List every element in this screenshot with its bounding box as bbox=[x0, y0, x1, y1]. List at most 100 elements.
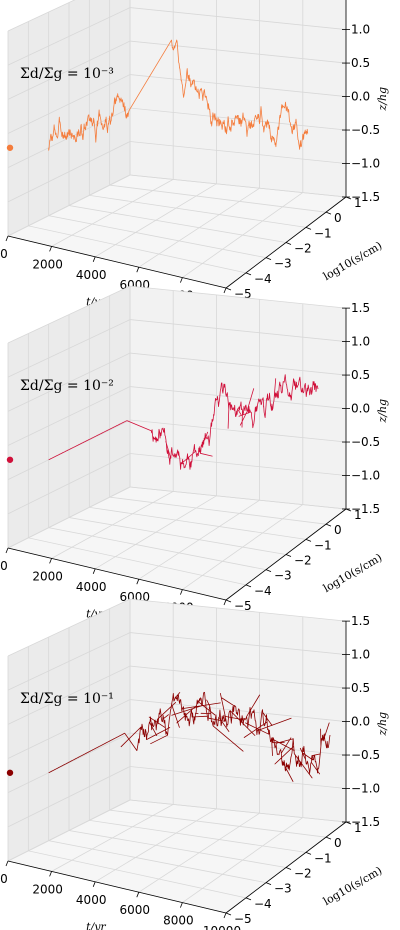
grid-line bbox=[7, 632, 347, 691]
z-tick-label: 0.0 bbox=[351, 715, 370, 729]
z-tick-label: 1.0 bbox=[351, 23, 370, 37]
s-tick bbox=[305, 226, 312, 230]
z-tick-label: −1.0 bbox=[351, 782, 380, 796]
t-tick bbox=[180, 902, 183, 908]
t-tick bbox=[5, 235, 9, 242]
trajectory-line bbox=[48, 39, 309, 151]
t-axis-line bbox=[7, 860, 227, 914]
z-axis-label: z/hg bbox=[376, 87, 389, 112]
z-tick-label: 0.0 bbox=[351, 402, 370, 416]
s-tick-label: 1 bbox=[354, 196, 362, 210]
s-tick bbox=[245, 584, 252, 588]
s-tick bbox=[285, 242, 292, 245]
t-tick-label: 2000 bbox=[32, 569, 63, 583]
floor bbox=[8, 487, 346, 600]
s-tick-label: −5 bbox=[234, 912, 252, 926]
t-tick-label: 0 bbox=[0, 247, 8, 261]
z-tick-label: 1.0 bbox=[351, 648, 370, 662]
s-tick-label: 0 bbox=[334, 836, 342, 850]
t-tick bbox=[136, 579, 140, 585]
z-tick-label: 1.5 bbox=[351, 0, 370, 3]
s-tick-label: −4 bbox=[254, 584, 272, 598]
t-tick-label: 2000 bbox=[32, 882, 63, 896]
s-tick bbox=[245, 272, 252, 276]
z-tick-label: 0.5 bbox=[351, 681, 370, 695]
z-tick-label: 1.0 bbox=[351, 335, 370, 349]
z-tick-label: −1.0 bbox=[351, 157, 380, 171]
t-tick bbox=[223, 599, 227, 606]
s-tick bbox=[305, 851, 312, 855]
t-tick bbox=[92, 568, 96, 574]
t-tick bbox=[49, 246, 52, 252]
t-tick bbox=[5, 547, 9, 554]
back-wall bbox=[130, 0, 346, 197]
s-tick-label: −4 bbox=[254, 897, 272, 911]
t-tick bbox=[92, 881, 96, 887]
z-axis-label: z/hg bbox=[376, 712, 389, 737]
z-tick-label: −1.5 bbox=[351, 502, 380, 516]
grid-line bbox=[7, 699, 347, 759]
grid-line bbox=[7, 40, 347, 100]
t-axis-line bbox=[7, 547, 227, 601]
t-tick bbox=[136, 267, 140, 273]
s-tick bbox=[225, 599, 232, 603]
s-tick-label: 1 bbox=[354, 821, 362, 835]
trajectory-line bbox=[48, 374, 319, 470]
grid-line bbox=[7, 141, 347, 203]
grid-line bbox=[7, 732, 347, 794]
s-tick-label: −3 bbox=[274, 882, 292, 896]
s-tick bbox=[305, 538, 312, 542]
s-tick-label: −2 bbox=[294, 867, 312, 881]
s-tick bbox=[225, 912, 232, 916]
grid-line bbox=[7, 419, 347, 481]
s-tick-label: 1 bbox=[354, 508, 362, 522]
z-tick-label: 0.5 bbox=[351, 368, 370, 382]
t-tick-label: 4000 bbox=[76, 893, 107, 907]
z-tick-label: −0.5 bbox=[351, 123, 380, 137]
s-tick-label: −1 bbox=[314, 538, 332, 552]
s-tick-label: −2 bbox=[294, 242, 312, 256]
floor bbox=[8, 175, 346, 288]
grid-line bbox=[7, 7, 347, 66]
grid-line bbox=[7, 598, 347, 657]
s-tick bbox=[325, 523, 332, 527]
s-tick bbox=[265, 257, 272, 261]
z-tick-label: −1.0 bbox=[351, 469, 380, 483]
chart-panel-3: 0200040006000800010000−5−4−3−2−101−1.5−1… bbox=[0, 598, 389, 930]
s-tick-label: −1 bbox=[314, 226, 332, 240]
t-tick-label: 4000 bbox=[76, 268, 107, 282]
t-tick-label: 2000 bbox=[32, 257, 63, 271]
z-tick-label: 1.5 bbox=[351, 614, 370, 628]
dust-ratio-label: Σd/Σg = 10⁻² bbox=[20, 378, 114, 394]
z-tick-label: 0.5 bbox=[351, 56, 370, 70]
grid-line bbox=[7, 799, 347, 862]
z-tick-label: 1.5 bbox=[351, 301, 370, 315]
s-tick bbox=[225, 287, 232, 291]
s-tick bbox=[245, 897, 252, 901]
trajectory-line bbox=[48, 691, 331, 782]
t-tick bbox=[180, 589, 183, 595]
s-tick-label: −1 bbox=[314, 851, 332, 865]
grid-line bbox=[7, 285, 347, 344]
grid-line bbox=[7, 174, 347, 237]
s-tick-label: −5 bbox=[234, 599, 252, 613]
grid-line bbox=[7, 74, 347, 134]
z-axis-label: z/hg bbox=[376, 399, 389, 424]
grid-line bbox=[7, 352, 347, 412]
s-tick bbox=[325, 211, 332, 215]
grid-line bbox=[7, 665, 347, 725]
s-axis-label: log10(s/cm) bbox=[321, 864, 384, 908]
grid-line bbox=[7, 453, 347, 515]
s-tick-label: −3 bbox=[274, 257, 292, 271]
floor bbox=[8, 800, 346, 913]
t-tick bbox=[5, 860, 9, 867]
start-marker bbox=[6, 456, 14, 463]
z-tick-label: −0.5 bbox=[351, 435, 380, 449]
s-tick-label: 0 bbox=[334, 211, 342, 225]
t-tick-label: 4000 bbox=[76, 580, 107, 594]
start-marker bbox=[6, 144, 14, 151]
s-tick bbox=[265, 882, 272, 886]
dust-ratio-label: Σd/Σg = 10⁻¹ bbox=[20, 691, 114, 707]
t-tick-label: 8000 bbox=[163, 914, 194, 928]
s-tick-label: −4 bbox=[254, 272, 272, 286]
